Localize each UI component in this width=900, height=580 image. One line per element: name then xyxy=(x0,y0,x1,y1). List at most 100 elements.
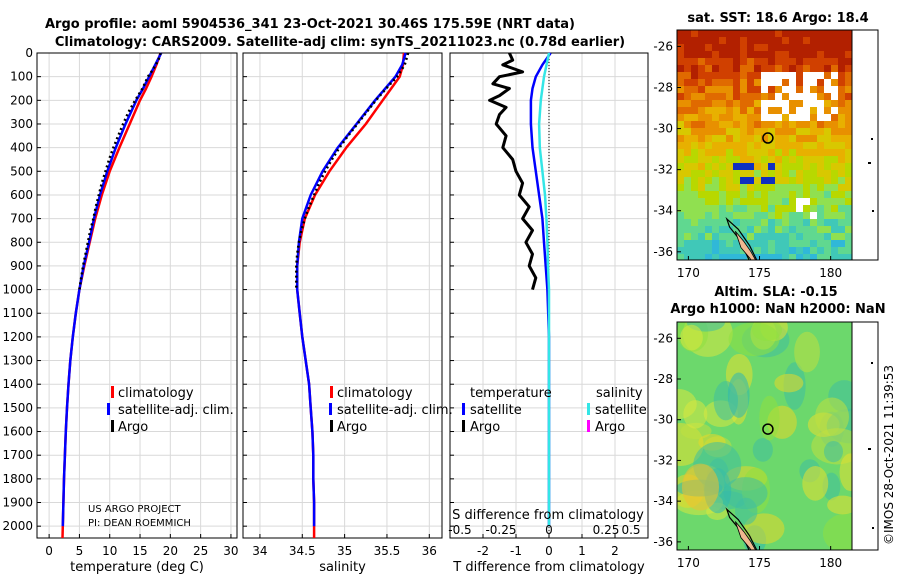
raster-cell xyxy=(838,51,845,58)
raster-cell xyxy=(705,142,712,149)
raster-cell xyxy=(775,72,782,79)
raster-cell xyxy=(810,226,817,233)
sla-map: 170 175 180 -26 -28 -30 -32 -34 -36 xyxy=(653,321,879,570)
raster-cell xyxy=(768,135,775,142)
raster-cell xyxy=(775,205,782,212)
raster-cell xyxy=(845,86,852,93)
raster-cell xyxy=(810,72,817,79)
raster-cell xyxy=(691,149,698,156)
raster-cell xyxy=(831,135,838,142)
raster-cell xyxy=(761,121,768,128)
raster-cell xyxy=(691,65,698,72)
raster-cell xyxy=(726,107,733,114)
raster-cell xyxy=(796,121,803,128)
raster-cell xyxy=(796,30,803,37)
raster-cell xyxy=(838,198,845,205)
raster-cell xyxy=(838,44,845,51)
raster-cell xyxy=(684,44,691,51)
raster-cell xyxy=(768,58,775,65)
raster-cell xyxy=(845,79,852,86)
raster-cell xyxy=(817,191,824,198)
raster-cell xyxy=(817,170,824,177)
raster-cell xyxy=(684,37,691,44)
raster-cell xyxy=(747,233,754,240)
raster-cell xyxy=(838,93,845,100)
raster-cell xyxy=(838,156,845,163)
raster-cell xyxy=(726,79,733,86)
raster-cell xyxy=(719,205,726,212)
raster-cell xyxy=(684,212,691,219)
raster-cell xyxy=(768,72,775,79)
raster-cell xyxy=(747,100,754,107)
raster-cell xyxy=(817,107,824,114)
credit-pi: PI: DEAN ROEMMICH xyxy=(88,518,191,529)
difference-legend: temperature salinity satellite Argo sate… xyxy=(462,386,647,435)
raster-cell xyxy=(726,170,733,177)
raster-cell xyxy=(726,247,733,254)
raster-cell xyxy=(698,44,705,51)
raster-cell xyxy=(733,247,740,254)
raster-cell xyxy=(817,156,824,163)
raster-cell xyxy=(733,219,740,226)
raster-cell xyxy=(817,58,824,65)
raster-cell xyxy=(726,233,733,240)
raster-cell xyxy=(712,205,719,212)
raster-cell xyxy=(768,254,775,260)
x-tick-label: 35.5 xyxy=(374,544,401,558)
raster-cell xyxy=(810,44,817,51)
raster-cell xyxy=(824,44,831,51)
raster-blob xyxy=(681,463,720,511)
raster-cell xyxy=(705,205,712,212)
raster-blob xyxy=(839,453,852,492)
raster-cell xyxy=(803,58,810,65)
raster-cell xyxy=(691,184,698,191)
raster-cell xyxy=(789,240,796,247)
raster-cell xyxy=(831,79,838,86)
raster-cell xyxy=(740,128,747,135)
raster-cell xyxy=(838,170,845,177)
raster-cell xyxy=(845,142,852,149)
raster-cell xyxy=(761,177,768,184)
raster-cell xyxy=(684,163,691,170)
raster-cell xyxy=(838,128,845,135)
raster-cell xyxy=(782,233,789,240)
raster-cell xyxy=(789,170,796,177)
raster-cell xyxy=(789,86,796,93)
raster-cell xyxy=(838,142,845,149)
raster-cell xyxy=(768,107,775,114)
raster-cell xyxy=(684,79,691,86)
raster-cell xyxy=(845,107,852,114)
raster-cell xyxy=(747,86,754,93)
raster-cell xyxy=(817,72,824,79)
raster-cell xyxy=(782,149,789,156)
raster-cell xyxy=(775,142,782,149)
raster-cell xyxy=(719,121,726,128)
legend-label-s-argo: Argo xyxy=(595,420,625,435)
raster-cell xyxy=(782,163,789,170)
raster-cell xyxy=(845,114,852,121)
raster-cell xyxy=(733,37,740,44)
raster-cell xyxy=(761,93,768,100)
raster-cell xyxy=(726,184,733,191)
raster-cell xyxy=(803,128,810,135)
raster-cell xyxy=(817,51,824,58)
raster-cell xyxy=(754,184,761,191)
raster-cell xyxy=(747,93,754,100)
raster-cell xyxy=(831,107,838,114)
y-tick-label: 300 xyxy=(10,117,33,131)
raster-cell xyxy=(705,226,712,233)
raster-cell xyxy=(698,86,705,93)
y-tick-label: 1200 xyxy=(2,330,33,344)
raster-cell xyxy=(712,93,719,100)
raster-cell xyxy=(810,79,817,86)
raster-cell xyxy=(705,198,712,205)
raster-cell xyxy=(747,128,754,135)
raster-cell xyxy=(733,156,740,163)
raster-cell xyxy=(838,177,845,184)
raster-cell xyxy=(712,51,719,58)
raster-cell xyxy=(803,72,810,79)
raster-cell xyxy=(782,135,789,142)
raster-cell xyxy=(831,44,838,51)
raster-cell xyxy=(754,128,761,135)
raster-cell xyxy=(684,121,691,128)
